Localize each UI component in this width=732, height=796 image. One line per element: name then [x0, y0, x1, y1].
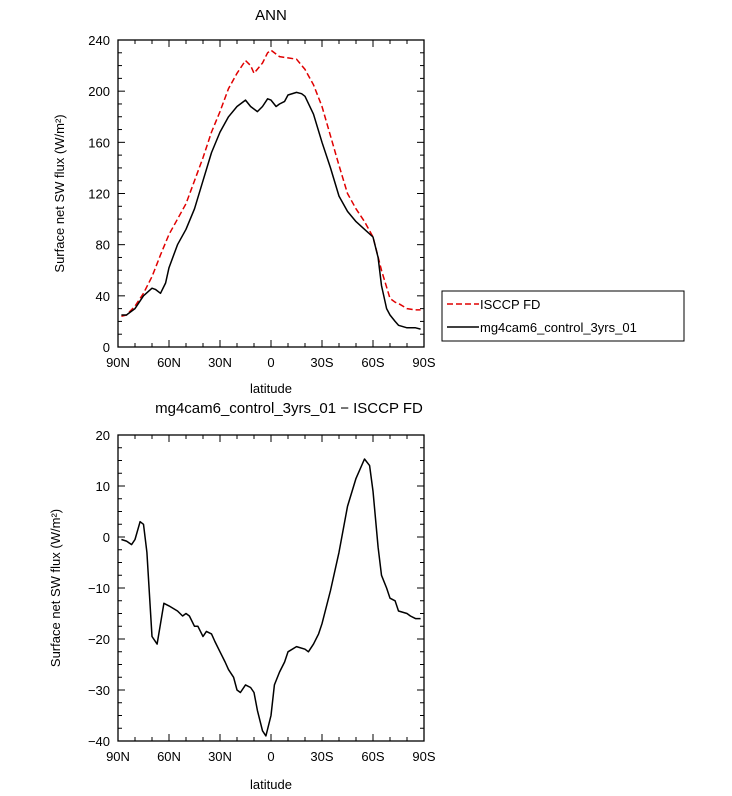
series-line-mg4cam6-control-3yrs-01: [121, 91, 421, 330]
y-axis-label: Surface net SW flux (W/m²): [52, 114, 67, 272]
y-axis-label: Surface net SW flux (W/m²): [48, 509, 63, 667]
legend-entry: mg4cam6_control_3yrs_01: [480, 320, 637, 335]
series-line-isccp-fd: [121, 49, 421, 318]
x-tick-label: 60N: [157, 749, 181, 764]
x-tick-label: 30N: [208, 749, 232, 764]
y-tick-label: 40: [96, 289, 110, 304]
chart-title: mg4cam6_control_3yrs_01 − ISCCP FD: [155, 400, 423, 417]
y-tick-label: 10: [96, 479, 110, 494]
y-tick-label: 120: [88, 187, 110, 202]
x-tick-label: 60N: [157, 355, 181, 370]
legend-entry: ISCCP FD: [480, 297, 540, 312]
y-tick-label: −30: [88, 683, 110, 698]
x-tick-label: 0: [267, 355, 274, 370]
x-axis-label: latitude: [250, 381, 292, 396]
y-tick-label: 80: [96, 238, 110, 253]
y-tick-label: 20: [96, 428, 110, 443]
x-tick-label: 60S: [361, 355, 384, 370]
y-tick-label: −10: [88, 581, 110, 596]
plot-frame: [117, 434, 425, 742]
y-tick-label: −20: [88, 632, 110, 647]
x-axis-label: latitude: [250, 777, 292, 792]
x-tick-label: 60S: [361, 749, 384, 764]
y-tick-label: −40: [88, 734, 110, 749]
x-tick-label: 0: [267, 749, 274, 764]
y-tick-label: 160: [88, 135, 110, 150]
x-tick-label: 90S: [412, 749, 435, 764]
y-tick-label: 0: [103, 530, 110, 545]
x-tick-label: 30S: [310, 749, 333, 764]
x-tick-label: 90N: [106, 355, 130, 370]
top-panel-annual-flux: ANN 90N 60N 30N 0 30S 60S 90S 0 40 80 120 160 200 240 l…: [52, 7, 436, 396]
x-tick-label: 30N: [208, 355, 232, 370]
y-tick-label: 200: [88, 84, 110, 99]
x-tick-label: 90S: [412, 355, 435, 370]
y-tick-label: 0: [103, 340, 110, 355]
x-tick-label: 30S: [310, 355, 333, 370]
legend-box: [441, 290, 685, 342]
legend: ISCCP FD mg4cam6_control_3yrs_01: [441, 290, 685, 342]
x-tick-label: 90N: [106, 749, 130, 764]
y-tick-label: 240: [88, 33, 110, 48]
series-line-difference: [121, 458, 421, 737]
plot-frame: [117, 39, 425, 348]
bottom-panel-difference: mg4cam6_control_3yrs_01 − ISCCP FD 90N 60N…: [48, 400, 436, 792]
chart-title: ANN: [255, 7, 287, 24]
